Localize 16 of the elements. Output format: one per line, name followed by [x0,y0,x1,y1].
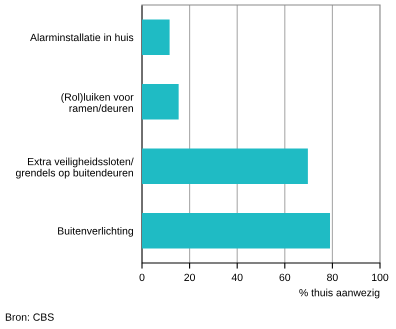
bar [142,84,179,120]
y-tick-label: Buitenverlichting [58,226,133,237]
bar [142,20,170,55]
x-tick-label: 80 [327,274,338,282]
text: Bron: CBS [6,313,54,321]
x-axis-title: % thuis aanwezig [299,288,380,298]
y-tick-label: (Rol)luiken voor ramen/deuren [61,93,134,112]
bar [142,148,308,184]
x-tick-label: 40 [232,274,243,282]
bar [142,213,330,248]
x-tick-label: 20 [184,274,195,282]
x-tick-label: 100 [372,274,388,282]
y-tick-label: Alarminstallatie in huis [30,33,134,42]
y-tick-label: Extra veiligheidssloten/ grendels op buitendeuren [16,158,134,179]
x-tick-label: 0 [140,274,144,282]
x-tick-label: 60 [280,274,290,282]
